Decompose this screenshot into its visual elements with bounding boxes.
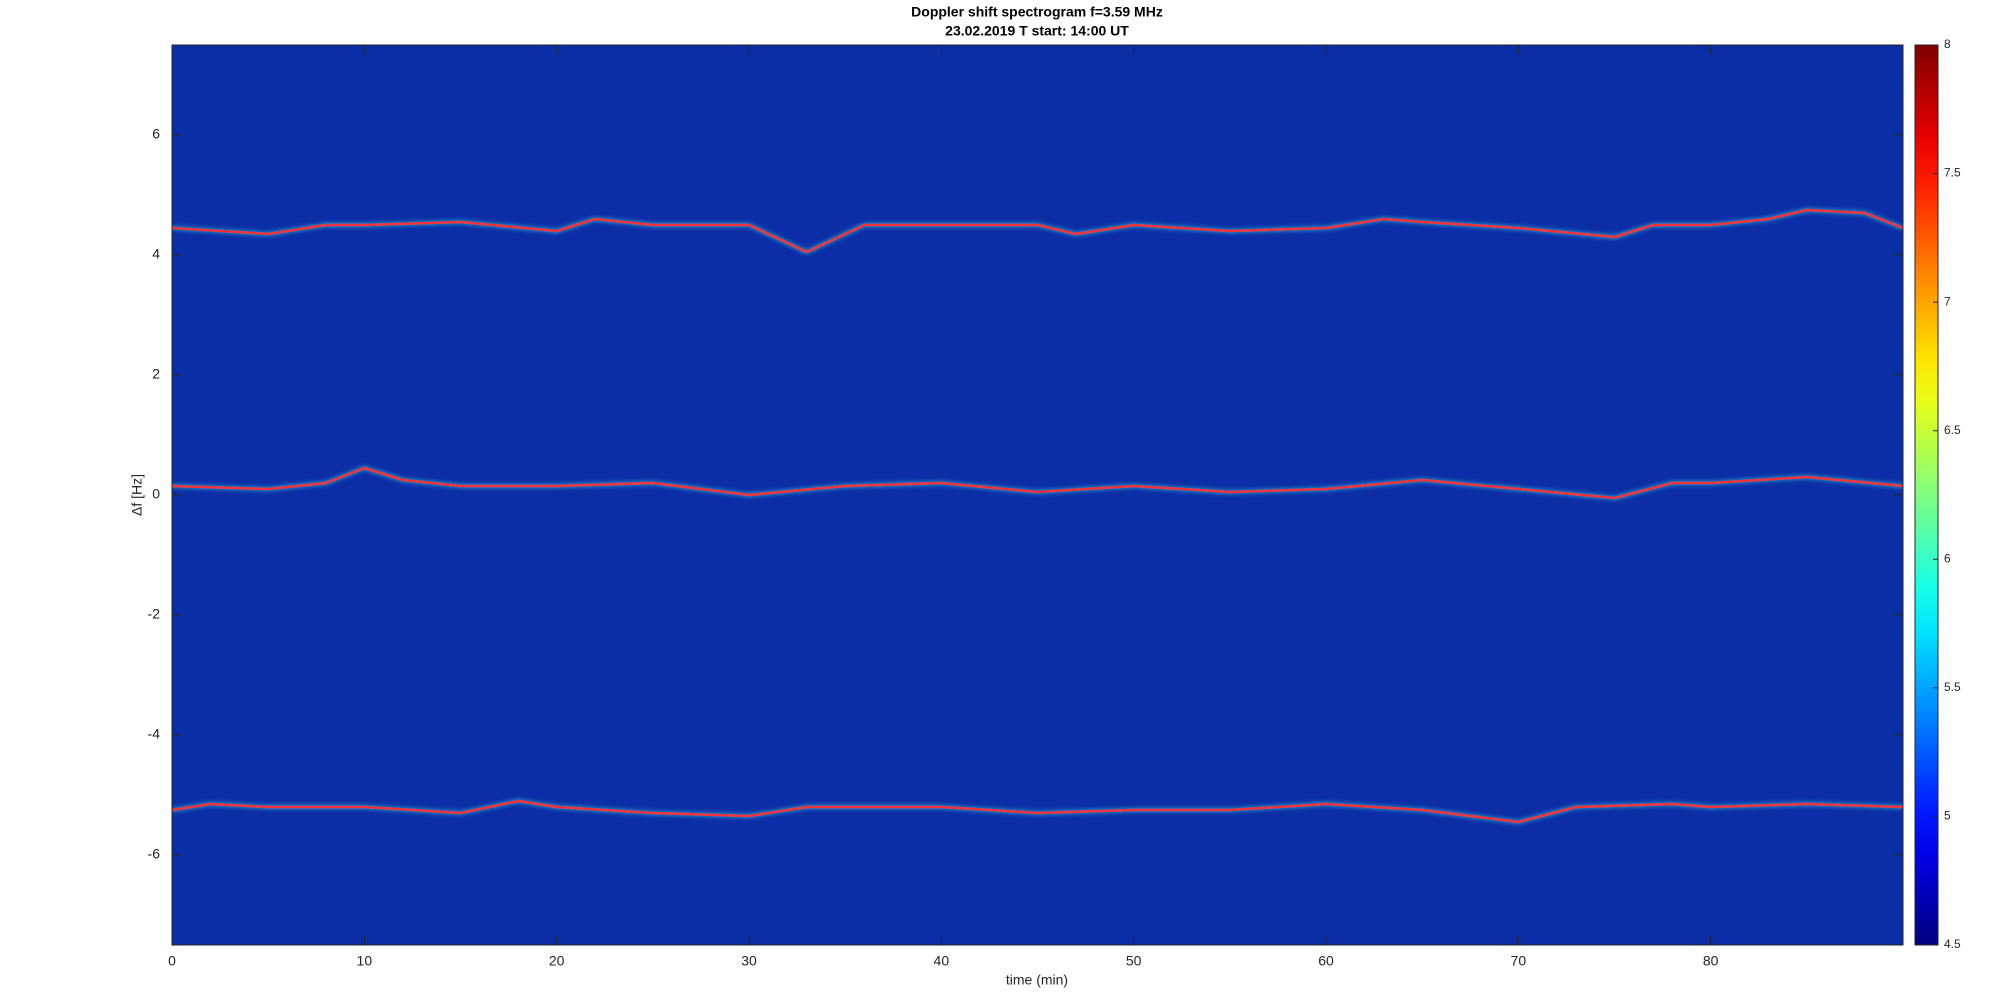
x-tick-label: 50 — [1126, 953, 1142, 969]
x-tick-label: 70 — [1511, 953, 1527, 969]
colorbar-tick-label: 7 — [1944, 294, 1951, 308]
plot-background — [172, 45, 1903, 945]
colorbar — [1914, 44, 1939, 946]
x-tick-label: 0 — [168, 953, 176, 969]
x-axis-label: time (min) — [1006, 972, 1068, 988]
colorbar-tick-label: 6.5 — [1944, 423, 1961, 437]
colorbar-tick-label: 5 — [1944, 809, 1951, 823]
y-tick-label: -2 — [148, 606, 161, 622]
colorbar-tick-label: 8 — [1944, 37, 1951, 51]
x-tick-label: 80 — [1703, 953, 1719, 969]
y-tick-label: -6 — [148, 846, 161, 862]
x-tick-label: 20 — [549, 953, 565, 969]
colorbar-tick-label: 6 — [1944, 551, 1951, 565]
colorbar-tick-label: 4.5 — [1944, 937, 1961, 951]
x-tick-label: 30 — [741, 953, 757, 969]
y-axis-label: Δf [Hz] — [129, 474, 145, 516]
colorbar-tick-label: 7.5 — [1944, 166, 1961, 180]
traces — [172, 208, 1903, 824]
x-tick-label: 60 — [1318, 953, 1334, 969]
y-tick-label: 2 — [152, 366, 160, 382]
spectral-trace — [172, 466, 1903, 500]
x-tick-label: 10 — [357, 953, 373, 969]
x-tick-label: 40 — [934, 953, 950, 969]
spectral-trace — [172, 799, 1903, 824]
y-tick-label: 4 — [152, 246, 160, 262]
spectral-trace — [172, 208, 1903, 254]
y-tick-label: 6 — [152, 126, 160, 142]
chart-title: Doppler shift spectrogram f=3.59 MHz — [911, 4, 1163, 20]
y-tick-label: -4 — [148, 726, 161, 742]
colorbar-tick-label: 5.5 — [1944, 680, 1961, 694]
chart-subtitle: 23.02.2019 T start: 14:00 UT — [945, 23, 1129, 39]
y-tick-label: 0 — [152, 486, 160, 502]
